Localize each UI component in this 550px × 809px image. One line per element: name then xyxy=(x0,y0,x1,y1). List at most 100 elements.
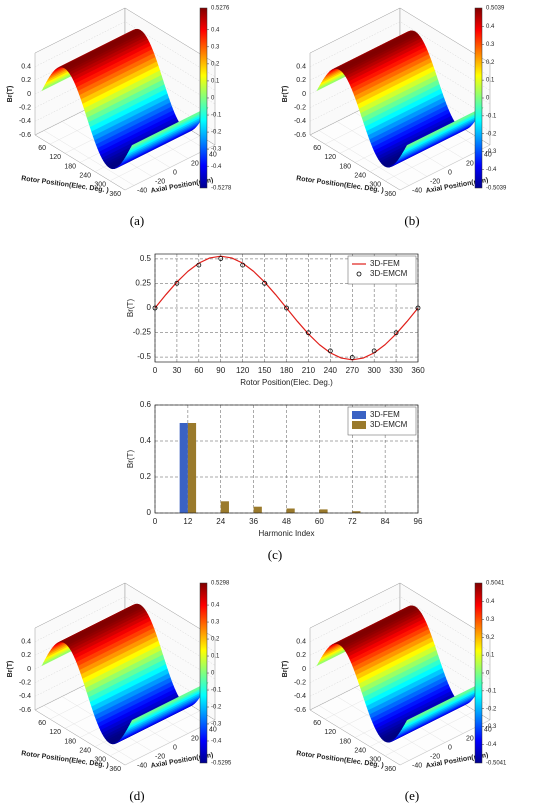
y-tick-label: 0 xyxy=(173,744,177,751)
colorbar-tick-label: -0.2 xyxy=(486,706,497,712)
colorbar-tick-label: -0.1 xyxy=(486,113,497,119)
y-tick-label: -20 xyxy=(155,753,165,760)
y-grid-line xyxy=(318,130,410,186)
colorbar-tick-label: 0.2 xyxy=(486,635,495,641)
y-tick-label: 0 xyxy=(448,744,452,751)
colorbar-tick-label: -0.3 xyxy=(486,724,497,730)
y-tick-label: -40 xyxy=(412,762,422,769)
x-axis-label: Rotor Position(Elec. Deg.) xyxy=(240,378,333,387)
x-tick-label: 210 xyxy=(302,366,316,375)
z-grid-line xyxy=(309,89,491,146)
z-tick-label: -0.2 xyxy=(19,105,31,112)
y-tick-label: 0 xyxy=(173,169,177,176)
z-axis-label: Br(T) xyxy=(7,86,14,103)
x-tick-label: 240 xyxy=(324,366,338,375)
colorbar-tick-label: -0.3 xyxy=(211,147,222,153)
z-grid-line xyxy=(309,62,491,118)
x-tick-label: 84 xyxy=(381,517,390,526)
colorbar-limit-label: -0.5295 xyxy=(211,761,232,767)
z-tick-label: 0.2 xyxy=(21,652,31,659)
x-tick-label: 120 xyxy=(324,154,336,161)
colorbar-tick-label: 0.2 xyxy=(211,637,220,643)
colorbar-tick-label: 0.3 xyxy=(486,617,495,623)
colorbar-tick-label: -0.2 xyxy=(486,131,497,137)
bar xyxy=(319,509,328,513)
y-tick-label: 0.4 xyxy=(140,436,152,445)
colorbar xyxy=(474,582,483,764)
x-tick-label: 150 xyxy=(258,366,272,375)
z-grid-line xyxy=(34,62,216,118)
y-tick-label: 40 xyxy=(209,151,217,158)
data-point xyxy=(349,355,355,360)
z-tick-label: 0.2 xyxy=(21,77,31,84)
z-grid-line xyxy=(309,610,491,666)
x-tick-label: 0 xyxy=(153,517,158,526)
colorbar-tick-label: -0.3 xyxy=(211,722,222,728)
y-tick-label: -0.5 xyxy=(137,352,151,361)
z-grid-line xyxy=(309,35,491,91)
x-tick-label: 0 xyxy=(153,366,158,375)
colorbar-tick-label: -0.4 xyxy=(211,164,222,170)
colorbar-tick-label: 0.4 xyxy=(211,27,220,33)
x-tick-label: 60 xyxy=(315,517,324,526)
colorbar-tick-label: 0.3 xyxy=(486,42,495,48)
colorbar-tick-label: 0.1 xyxy=(486,653,495,659)
y-grid-line xyxy=(43,130,135,186)
y-grid-line xyxy=(43,705,135,761)
y-tick-label: 0 xyxy=(147,508,152,517)
z-grid-line xyxy=(34,651,216,707)
x-tick-label: 240 xyxy=(79,173,91,180)
z-tick-label: 0 xyxy=(302,666,306,673)
y-tick-label: 0.5 xyxy=(140,254,152,263)
x-tick-label: 180 xyxy=(64,163,76,170)
y-tick-label: -40 xyxy=(137,762,147,769)
x-tick-label: 270 xyxy=(346,366,360,375)
y-tick-label: 40 xyxy=(484,151,492,158)
y-tick-label: 20 xyxy=(466,735,474,742)
caption: (d) xyxy=(129,788,144,803)
colorbar-tick-label: 0.3 xyxy=(211,620,220,626)
data-point xyxy=(262,280,267,286)
surface-strip xyxy=(404,106,484,149)
colorbar-limit-label: -0.5278 xyxy=(211,186,232,192)
y-tick-label: 0.2 xyxy=(140,472,152,481)
z-grid-line xyxy=(34,21,216,77)
x-tick-label: 360 xyxy=(384,191,396,198)
z-tick-label: 0.2 xyxy=(296,652,306,659)
y-tick-label: -20 xyxy=(430,753,440,760)
z-tick-label: 0.4 xyxy=(296,639,306,646)
z-tick-label: -0.6 xyxy=(294,132,306,139)
z-grid-line xyxy=(309,637,491,693)
z-tick-label: 0 xyxy=(27,91,31,98)
y-tick-label: 40 xyxy=(484,726,492,733)
x-tick-label: 12 xyxy=(183,517,192,526)
x-tick-label: 60 xyxy=(313,720,321,727)
x-tick-label: 36 xyxy=(249,517,258,526)
y-tick-label: 0.6 xyxy=(140,400,152,409)
legend-swatch xyxy=(352,411,366,419)
x-tick-label: 300 xyxy=(367,366,381,375)
z-tick-label: 0 xyxy=(302,91,306,98)
colorbar xyxy=(199,582,208,764)
z-axis-label: Br(T) xyxy=(282,86,289,103)
z-tick-label: -0.6 xyxy=(19,707,31,714)
x-tick-label: 300 xyxy=(369,757,381,764)
z-axis-label: Br(T) xyxy=(282,661,289,678)
data-point xyxy=(218,256,224,261)
x-axis-label: Rotor Position(Elec. Deg. ) xyxy=(21,175,109,194)
colorbar-tick-label: 0 xyxy=(486,96,490,102)
z-grid-line xyxy=(309,664,491,721)
x-tick-label: 60 xyxy=(194,366,203,375)
legend-label: 3D-EMCM xyxy=(370,420,408,429)
caption: (a) xyxy=(130,213,144,228)
colorbar-tick-label: -0.3 xyxy=(486,149,497,155)
y-tick-label: -0.25 xyxy=(133,328,152,337)
colorbar-limit-label: 0.5041 xyxy=(486,581,505,587)
legend-swatch xyxy=(352,421,366,429)
legend-box xyxy=(347,255,417,285)
x-tick-label: 48 xyxy=(282,517,291,526)
y-grid-line xyxy=(318,705,410,761)
bar xyxy=(179,423,188,513)
caption: (e) xyxy=(405,788,419,803)
